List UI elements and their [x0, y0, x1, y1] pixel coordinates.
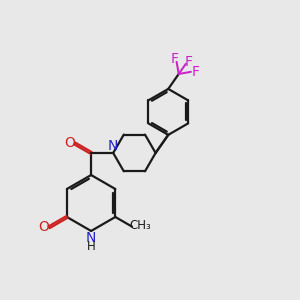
Text: H: H	[87, 240, 95, 253]
Text: N: N	[108, 140, 119, 154]
Text: N: N	[86, 231, 96, 245]
Text: F: F	[171, 52, 179, 66]
Text: O: O	[64, 136, 75, 150]
Text: O: O	[38, 220, 49, 234]
Text: F: F	[191, 65, 199, 79]
Text: CH₃: CH₃	[129, 219, 151, 232]
Text: F: F	[185, 56, 193, 69]
